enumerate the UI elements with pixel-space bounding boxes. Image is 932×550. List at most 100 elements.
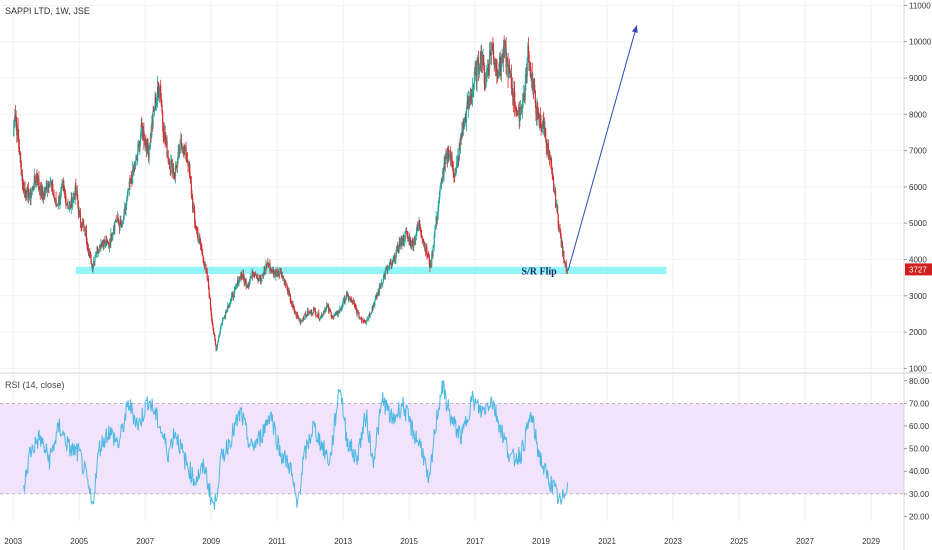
candle-body: [449, 154, 451, 156]
candle-body: [252, 273, 254, 277]
candle-body: [468, 97, 470, 103]
candle-body: [20, 161, 22, 176]
candle-body: [95, 254, 97, 257]
candle-body: [286, 285, 288, 287]
price-tick-label: 10000: [909, 38, 932, 47]
candle-body: [363, 321, 365, 322]
candle-body: [76, 190, 78, 200]
candle-body: [414, 237, 416, 241]
candle-body: [417, 225, 419, 227]
candle-body: [209, 297, 211, 299]
candle-body: [188, 161, 190, 167]
candle-body: [27, 188, 29, 201]
candle-body: [282, 275, 284, 279]
candle-body: [243, 277, 245, 283]
candle-body: [68, 206, 70, 209]
time-tick-label: 2027: [796, 537, 814, 546]
candle-body: [106, 239, 109, 243]
candle-body: [405, 230, 407, 232]
candle-body: [132, 168, 134, 184]
candle-body: [296, 314, 299, 317]
candle-body: [563, 250, 565, 261]
candle-body: [218, 335, 220, 338]
candle-body: [16, 122, 18, 136]
time-tick-label: 2007: [136, 537, 154, 546]
candle-body: [289, 293, 291, 295]
price-tick-label: 4000: [909, 255, 927, 264]
candle-body: [18, 138, 20, 148]
candle-body: [352, 301, 354, 304]
candle-body: [419, 227, 421, 231]
candle-body: [460, 136, 462, 139]
candle-body: [326, 305, 328, 307]
candle-body: [223, 317, 225, 319]
candle-body: [135, 157, 137, 162]
candle-body: [442, 170, 445, 175]
candle-body: [129, 181, 131, 184]
candle-body: [545, 139, 547, 149]
candle-body: [238, 280, 240, 285]
candle-body: [158, 90, 160, 98]
candle-body: [556, 206, 559, 215]
candle-body: [217, 342, 219, 345]
candle-body: [28, 197, 30, 201]
candle-body: [149, 133, 152, 147]
candle-body: [84, 226, 86, 236]
candle-body: [324, 309, 326, 312]
candle-body: [55, 198, 57, 206]
candle-body: [421, 237, 423, 240]
candle-body: [532, 80, 534, 89]
candle-body: [131, 181, 133, 184]
candle-body: [45, 186, 47, 188]
candle-body: [333, 315, 335, 318]
candle-body: [196, 230, 198, 233]
candle-body: [213, 332, 215, 335]
candle-body: [167, 155, 169, 162]
candle-body: [99, 244, 101, 249]
candle-body: [408, 236, 410, 244]
time-tick-label: 2013: [334, 537, 352, 546]
candle-body: [254, 274, 256, 276]
candle-body: [365, 322, 367, 324]
candle-body: [446, 151, 448, 161]
candle-body: [469, 96, 471, 103]
candle-body: [349, 298, 351, 300]
candle-body: [160, 98, 162, 105]
candle-body: [322, 312, 324, 315]
candle-body: [477, 58, 479, 72]
candle-body: [213, 328, 215, 333]
candle-body: [153, 110, 156, 112]
candle-body: [180, 141, 182, 143]
candle-body: [546, 148, 548, 150]
candle-body: [110, 233, 112, 245]
candle-body: [347, 295, 350, 300]
candle-body: [13, 126, 15, 137]
candle-body: [509, 71, 511, 75]
sr-flip-label: S/R Flip: [521, 266, 557, 277]
candle-body: [203, 262, 205, 265]
candle-body: [380, 286, 382, 288]
candle-body: [137, 144, 139, 156]
candle-body: [411, 240, 413, 247]
candle-body: [322, 314, 324, 317]
candle-body: [409, 238, 412, 246]
candle-body: [135, 157, 138, 159]
candle-body: [81, 222, 84, 227]
candle-body: [291, 303, 293, 305]
time-tick-label: 2017: [466, 537, 484, 546]
candle-body: [256, 274, 258, 278]
candle-body: [398, 242, 400, 251]
candle-body: [331, 316, 333, 318]
candle-body: [54, 198, 57, 201]
candle-body: [384, 274, 386, 277]
candle-body: [451, 155, 453, 163]
candle-body: [504, 42, 506, 55]
candle-body: [527, 45, 529, 58]
candle-body: [399, 242, 401, 247]
candle-body: [73, 196, 75, 198]
time-axis-ticks: 2003 2005 2007 2009 2011 2013 2015 2017 2019 2021…: [4, 537, 880, 546]
candle-body: [57, 203, 59, 206]
price-tick-label: 1000: [909, 364, 927, 373]
candle-body: [364, 321, 366, 323]
candle-body: [222, 318, 224, 321]
